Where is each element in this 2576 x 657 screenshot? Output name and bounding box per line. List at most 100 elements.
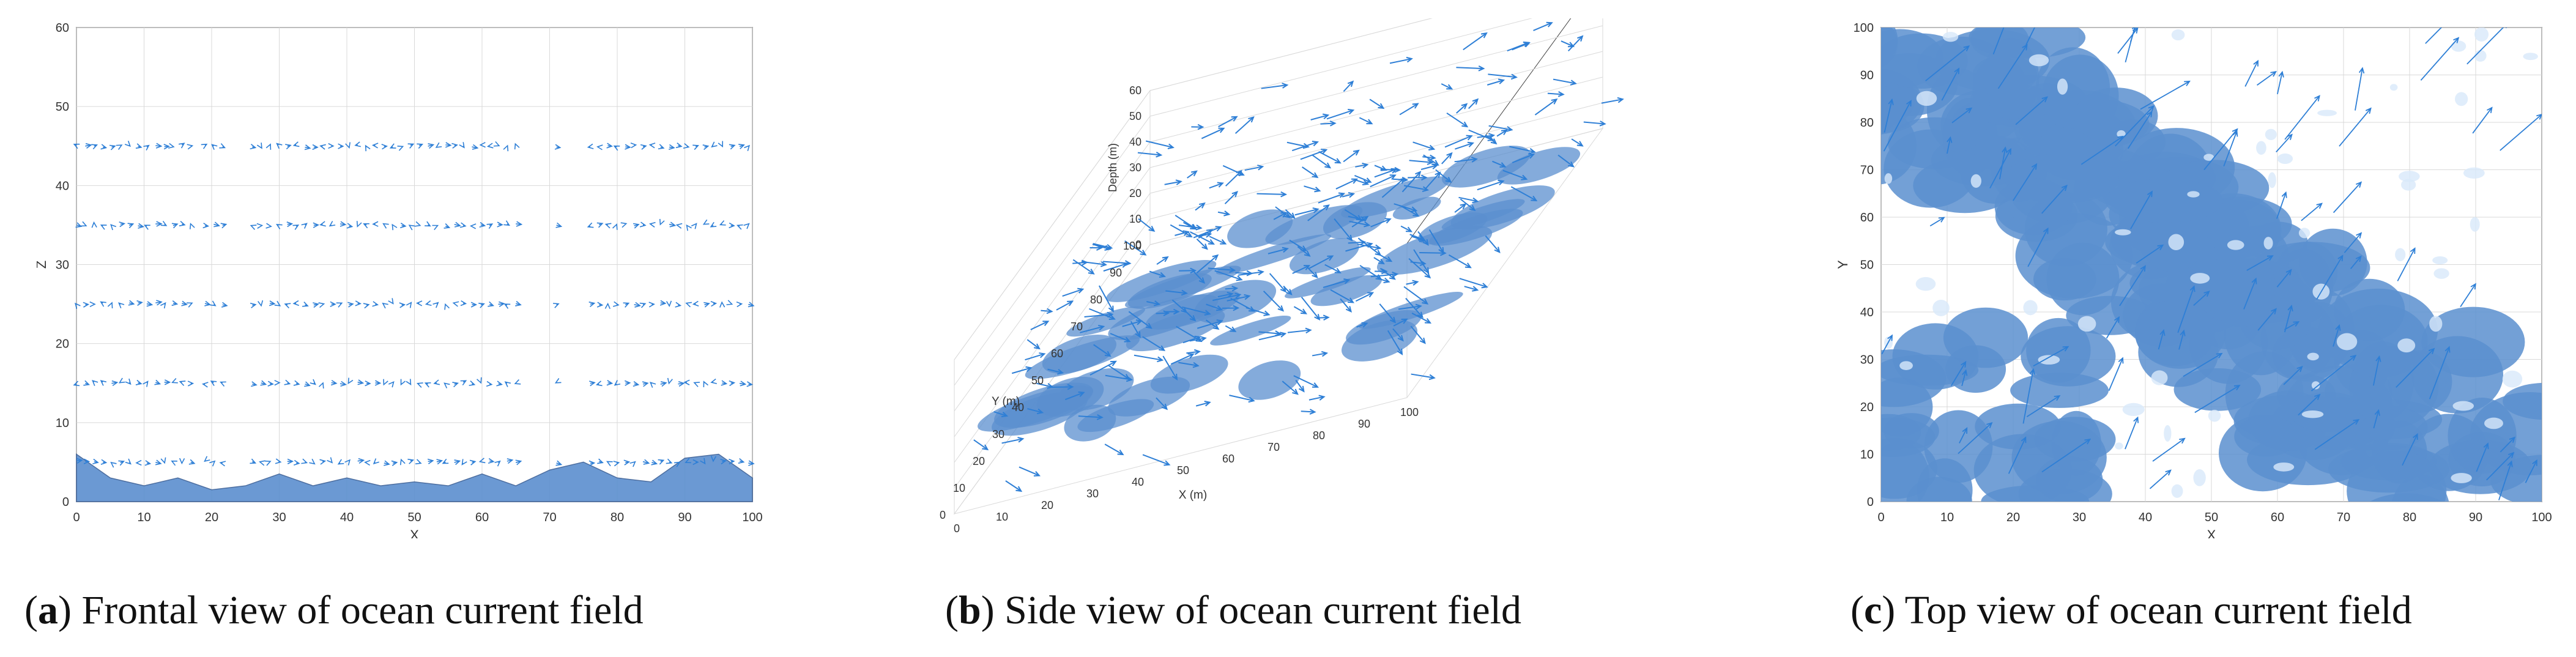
current-arrow — [1165, 290, 1187, 294]
y-tick-label: 30 — [992, 428, 1004, 440]
current-arrow — [1409, 234, 1424, 240]
current-arrow-head — [407, 458, 415, 464]
current-arrow-head — [633, 381, 640, 387]
current-arrow — [1392, 178, 1408, 181]
current-arrow-head — [155, 143, 163, 149]
current-arrow-head — [371, 143, 379, 149]
current-arrow — [2125, 28, 2136, 63]
current-arrow — [1459, 278, 1487, 288]
y-tick-label: 0 — [1867, 496, 1874, 509]
current-arrow — [1435, 169, 1452, 183]
current-arrow-head — [478, 458, 486, 464]
current-arrow-head — [516, 221, 523, 227]
current-arrow-head — [2251, 277, 2257, 284]
current-arrow-head — [1394, 166, 1401, 173]
current-arrow-head — [136, 300, 143, 306]
current-arrow — [1178, 362, 1198, 366]
current-arrow-head — [1392, 272, 1399, 278]
current-arrow-head — [1321, 149, 1328, 155]
current-arrow-head — [738, 144, 745, 149]
current-arrow-head — [1190, 170, 1198, 177]
x-tick-label: 20 — [1041, 499, 1053, 511]
current-arrow-head — [1412, 280, 1419, 286]
current-arrow-head — [274, 380, 281, 386]
current-arrow-head — [1383, 277, 1390, 284]
current-arrow — [2136, 245, 2164, 264]
current-arrow-head — [127, 223, 135, 229]
current-arrow-head — [143, 380, 149, 387]
current-arrow-head — [1962, 427, 1968, 434]
current-arrow-head — [1194, 335, 1201, 341]
surface-highlight — [2474, 28, 2489, 42]
current-arrow-head — [219, 461, 226, 467]
current-arrow — [1225, 325, 1236, 332]
current-arrow-head — [107, 302, 113, 309]
current-arrow — [2472, 107, 2493, 134]
y-tick-label: 40 — [1012, 401, 1024, 414]
seabed-patch — [1376, 225, 1493, 275]
y-tick-label: 60 — [56, 21, 69, 35]
current-arrow-head — [1140, 250, 1147, 256]
surface-highlight — [2307, 352, 2319, 361]
current-arrow-head — [2031, 163, 2038, 170]
surface-highlight — [2502, 370, 2523, 388]
current-arrow-head — [100, 380, 107, 386]
current-arrow-head — [488, 458, 495, 464]
current-arrow — [1343, 150, 1359, 163]
current-arrow-head — [1312, 140, 1320, 147]
surface-highlight — [2122, 403, 2145, 417]
current-arrow-head — [1304, 250, 1311, 257]
current-arrow — [1183, 221, 1196, 230]
current-arrow-head — [435, 142, 442, 148]
current-arrow — [1301, 296, 1320, 320]
current-arrow — [1323, 279, 1349, 288]
x-axis-label: X (m) — [1179, 489, 1207, 502]
z-gridline — [954, 51, 1603, 437]
current-arrow-head — [276, 143, 283, 149]
current-arrow — [1307, 204, 1329, 221]
current-arrow-head — [1346, 234, 1353, 242]
current-arrow — [2277, 72, 2283, 94]
seabed-patch — [2421, 306, 2525, 377]
current-arrow-head — [2203, 291, 2210, 297]
current-arrow-head — [1954, 67, 1960, 75]
current-arrow-head — [700, 458, 706, 465]
current-arrow-head — [702, 219, 710, 225]
current-arrow — [1156, 256, 1168, 265]
current-arrow — [993, 411, 1008, 417]
current-arrow-head — [639, 221, 647, 228]
current-arrow-head — [710, 221, 717, 228]
current-arrow-head — [1039, 352, 1046, 358]
current-arrow — [2284, 305, 2292, 333]
current-arrow — [1175, 231, 1189, 236]
current-arrow-head — [160, 457, 166, 464]
current-arrow-head — [1187, 353, 1195, 359]
current-arrow-head — [399, 302, 406, 308]
surface-highlight — [2115, 229, 2131, 236]
current-arrow-head — [2061, 184, 2068, 191]
current-arrow — [2194, 385, 2240, 414]
current-arrow — [2013, 163, 2037, 201]
current-arrow — [2339, 108, 2372, 147]
current-arrow-head — [738, 458, 745, 464]
current-arrow-head — [1412, 103, 1419, 109]
current-arrow-head — [1212, 324, 1220, 330]
current-arrow-head — [384, 460, 390, 466]
surface-highlight — [2336, 333, 2358, 351]
current-arrow — [1238, 271, 1263, 276]
current-arrow-head — [171, 460, 177, 466]
current-arrow-head — [1390, 168, 1398, 174]
current-arrow-head — [1366, 242, 1373, 248]
current-arrow — [1308, 255, 1333, 270]
current-arrow-head — [2114, 316, 2120, 323]
current-arrow-head — [1057, 369, 1064, 375]
current-arrow — [1348, 215, 1365, 221]
current-arrow-head — [189, 223, 195, 229]
current-arrow-head — [1324, 162, 1332, 169]
caption-b-open: ( — [945, 588, 959, 633]
current-arrow — [2027, 228, 2049, 267]
current-arrow-head — [354, 141, 362, 147]
y-tick-label: 60 — [1860, 211, 1874, 225]
current-arrow-head — [469, 223, 477, 229]
current-arrow — [1348, 241, 1365, 244]
